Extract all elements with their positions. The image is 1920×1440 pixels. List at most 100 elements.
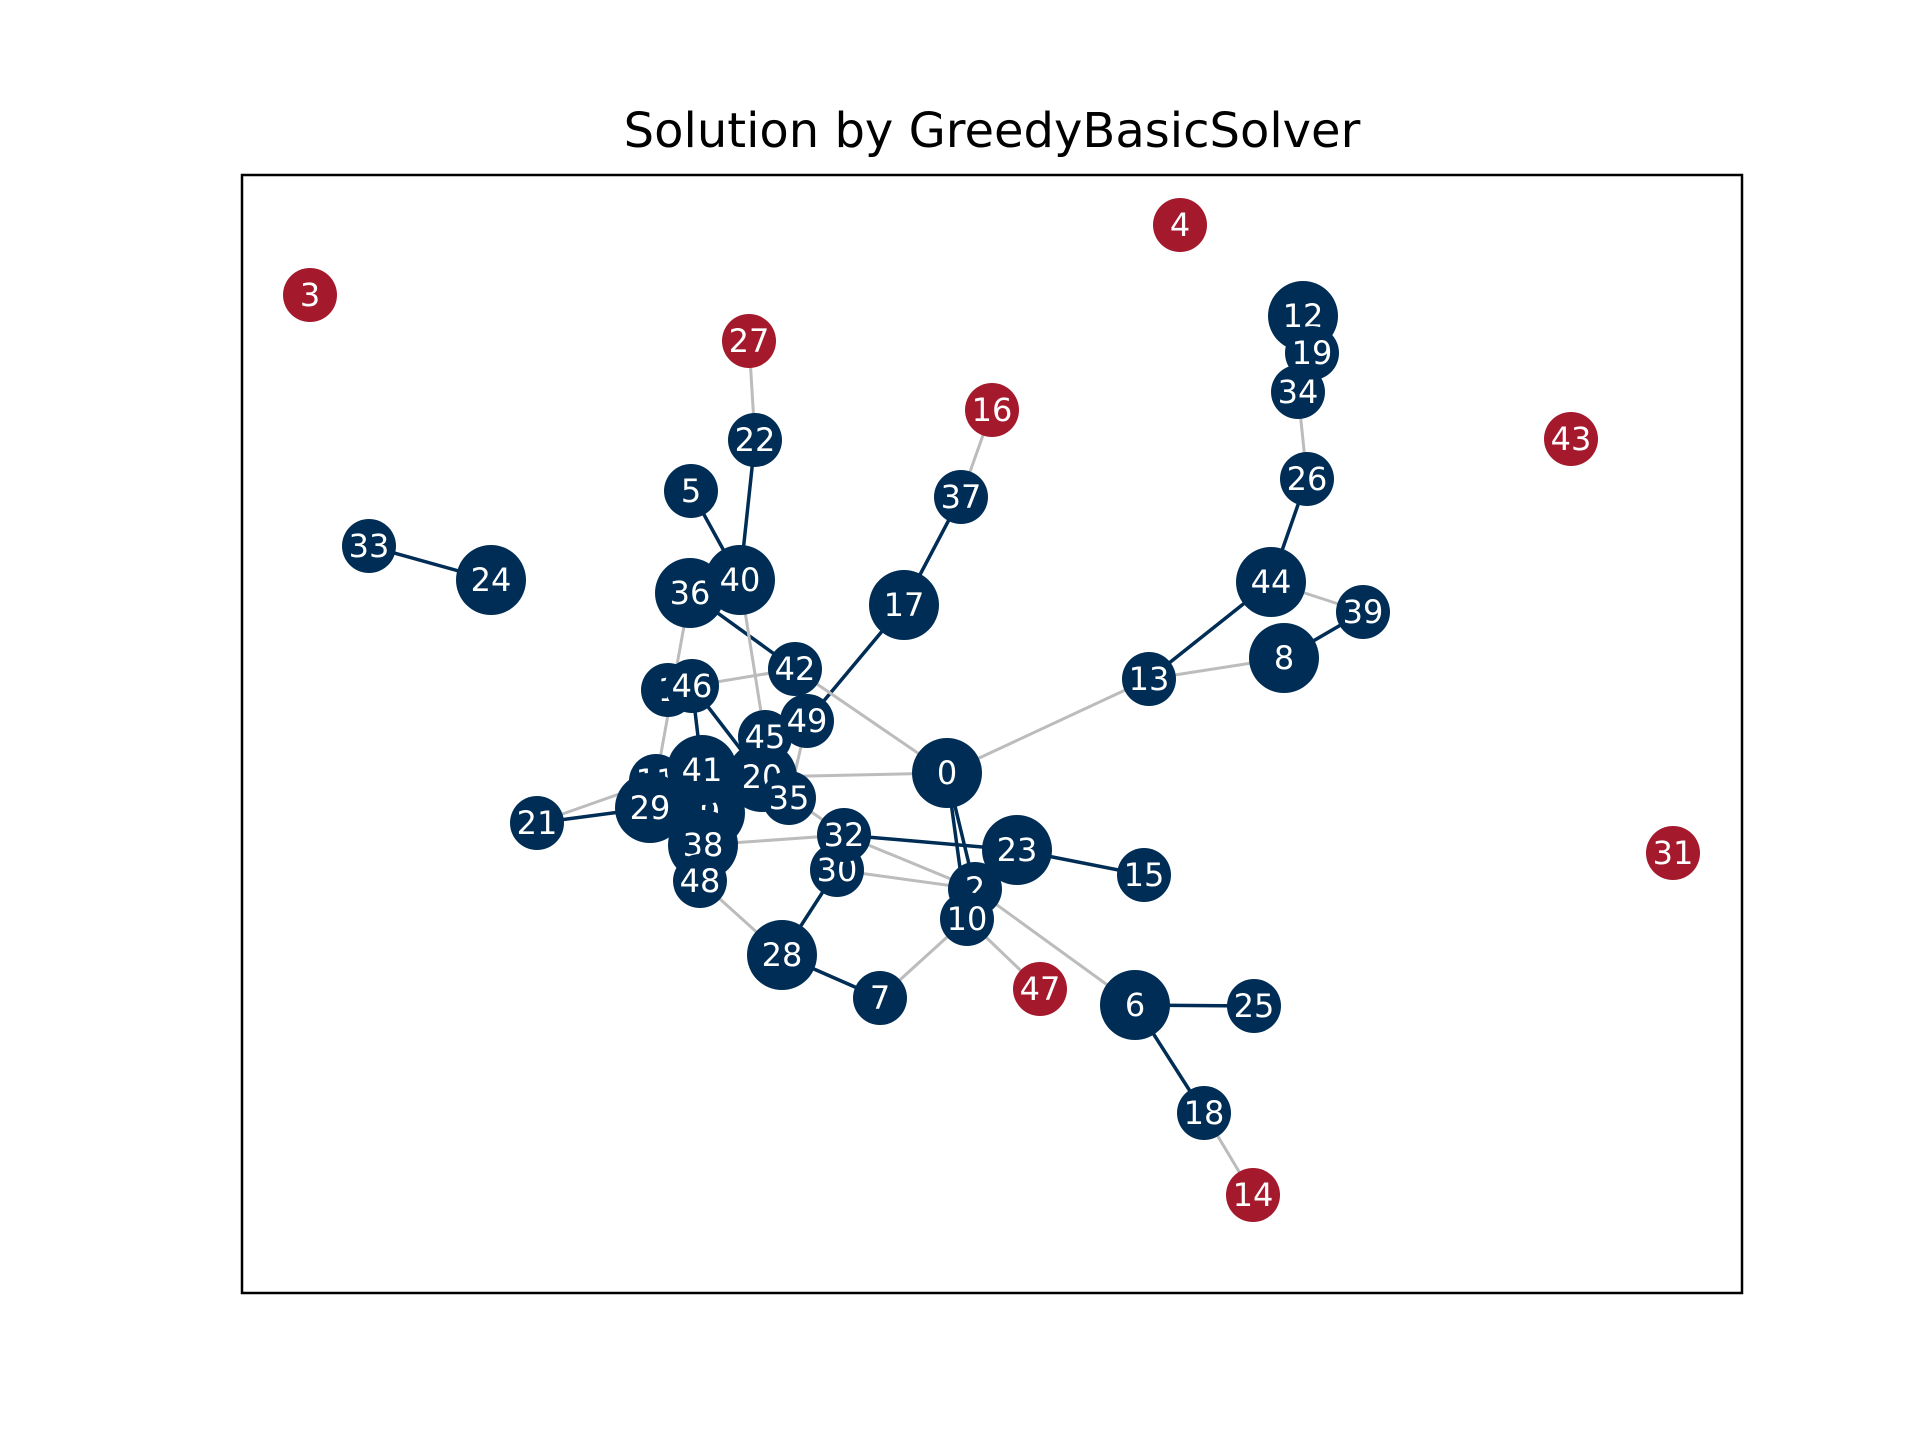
node-circle-25 <box>1227 979 1281 1033</box>
node-16: 16 <box>965 383 1019 437</box>
node-circle-10 <box>940 892 994 946</box>
node-circle-27 <box>722 314 776 368</box>
node-circle-29 <box>615 773 685 843</box>
node-label-31: 31 <box>1653 834 1694 872</box>
chart-title: Solution by GreedyBasicSolver <box>624 103 1361 159</box>
node-10: 10 <box>940 892 994 946</box>
node-34: 34 <box>1271 365 1325 419</box>
node-circle-14 <box>1226 1168 1280 1222</box>
node-label-5: 5 <box>681 472 701 510</box>
node-circle-43 <box>1544 412 1598 466</box>
node-label-47: 47 <box>1020 970 1061 1008</box>
node-label-13: 13 <box>1129 660 1170 698</box>
node-circle-41 <box>667 735 737 805</box>
node-label-7: 7 <box>870 979 890 1017</box>
node-label-27: 27 <box>729 322 770 360</box>
node-label-0: 0 <box>937 754 957 792</box>
node-circle-16 <box>965 383 1019 437</box>
node-circle-0 <box>912 738 982 808</box>
node-circle-42 <box>768 642 822 696</box>
node-44: 44 <box>1236 547 1306 617</box>
node-label-37: 37 <box>941 478 982 516</box>
node-circle-7 <box>853 971 907 1025</box>
node-31: 31 <box>1646 826 1700 880</box>
node-circle-35 <box>762 771 816 825</box>
node-label-17: 17 <box>884 586 925 624</box>
node-layer: 0123456789101112131415161718192021222324… <box>283 198 1700 1222</box>
node-41: 41 <box>667 735 737 805</box>
node-label-39: 39 <box>1343 593 1384 631</box>
node-0: 0 <box>912 738 982 808</box>
node-3: 3 <box>283 268 337 322</box>
node-label-48: 48 <box>680 862 721 900</box>
node-circle-4 <box>1153 198 1207 252</box>
node-18: 18 <box>1177 1086 1231 1140</box>
node-label-26: 26 <box>1287 460 1328 498</box>
node-33: 33 <box>342 519 396 573</box>
node-circle-17 <box>869 570 939 640</box>
node-label-45: 45 <box>745 718 786 756</box>
node-label-29: 29 <box>630 789 671 827</box>
node-4: 4 <box>1153 198 1207 252</box>
node-circle-48 <box>673 854 727 908</box>
node-label-4: 4 <box>1170 206 1190 244</box>
node-21: 21 <box>510 796 564 850</box>
node-circle-49 <box>780 694 834 748</box>
node-42: 42 <box>768 642 822 696</box>
node-label-6: 6 <box>1125 986 1145 1024</box>
node-circle-15 <box>1117 848 1171 902</box>
node-35: 35 <box>762 771 816 825</box>
node-29: 29 <box>615 773 685 843</box>
node-48: 48 <box>673 854 727 908</box>
node-5: 5 <box>664 464 718 518</box>
node-label-18: 18 <box>1184 1094 1225 1132</box>
node-7: 7 <box>853 971 907 1025</box>
node-28: 28 <box>747 920 817 990</box>
node-label-23: 23 <box>997 831 1038 869</box>
node-label-49: 49 <box>787 702 828 740</box>
node-label-16: 16 <box>972 391 1013 429</box>
node-label-25: 25 <box>1234 987 1275 1025</box>
node-15: 15 <box>1117 848 1171 902</box>
node-39: 39 <box>1336 585 1390 639</box>
node-label-8: 8 <box>1274 639 1294 677</box>
node-27: 27 <box>722 314 776 368</box>
node-circle-32 <box>817 808 871 862</box>
node-label-44: 44 <box>1251 563 1292 601</box>
node-45: 45 <box>738 710 792 764</box>
node-circle-34 <box>1271 365 1325 419</box>
node-label-3: 3 <box>300 276 320 314</box>
node-circle-5 <box>664 464 718 518</box>
node-circle-39 <box>1336 585 1390 639</box>
node-label-46: 46 <box>672 667 713 705</box>
node-circle-46 <box>665 659 719 713</box>
node-47: 47 <box>1013 962 1067 1016</box>
node-24: 24 <box>456 545 526 615</box>
node-label-14: 14 <box>1233 1176 1274 1214</box>
node-circle-33 <box>342 519 396 573</box>
node-circle-18 <box>1177 1086 1231 1140</box>
node-22: 22 <box>728 413 782 467</box>
node-label-21: 21 <box>517 804 558 842</box>
node-circle-37 <box>934 470 988 524</box>
node-circle-21 <box>510 796 564 850</box>
node-circle-22 <box>728 413 782 467</box>
node-circle-45 <box>738 710 792 764</box>
node-circle-44 <box>1236 547 1306 617</box>
node-circle-13 <box>1122 652 1176 706</box>
node-circle-6 <box>1100 970 1170 1040</box>
node-46: 46 <box>665 659 719 713</box>
node-label-24: 24 <box>471 561 512 599</box>
node-6: 6 <box>1100 970 1170 1040</box>
node-circle-24 <box>456 545 526 615</box>
node-label-28: 28 <box>762 936 803 974</box>
node-label-41: 41 <box>682 751 723 789</box>
node-37: 37 <box>934 470 988 524</box>
node-label-43: 43 <box>1551 420 1592 458</box>
node-circle-40 <box>705 545 775 615</box>
node-label-40: 40 <box>720 561 761 599</box>
node-17: 17 <box>869 570 939 640</box>
node-label-36: 36 <box>670 574 711 612</box>
